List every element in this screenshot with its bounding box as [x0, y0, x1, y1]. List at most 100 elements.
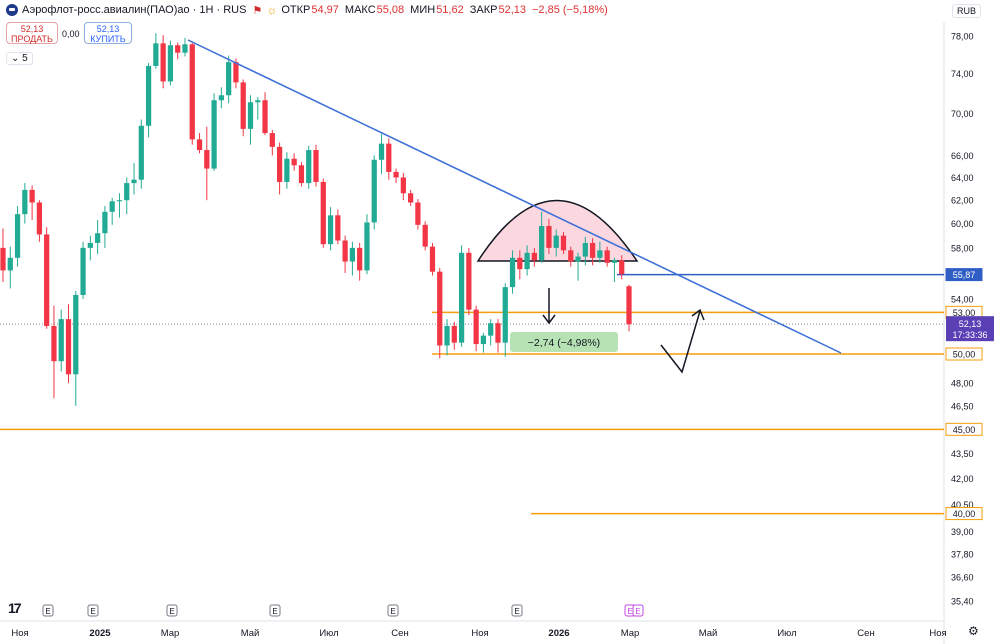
- indicators-count: 5: [22, 53, 28, 64]
- candle-body: [226, 62, 232, 96]
- y-tick-label: 78,00: [951, 32, 974, 42]
- candle: [429, 242, 436, 276]
- y-tick-label: 46,50: [951, 401, 974, 411]
- candle: [36, 200, 43, 242]
- candle: [568, 246, 574, 267]
- candle: [102, 205, 108, 248]
- event-marker[interactable]: E: [269, 604, 281, 617]
- candle-body: [364, 222, 370, 271]
- x-tick-label: Ноя: [471, 628, 488, 639]
- candle-body: [167, 45, 174, 82]
- candle: [298, 161, 305, 187]
- candle-body: [604, 250, 610, 263]
- time-axis[interactable]: Ноя 2025 Мар Май Июл Сен Ноя 2026 Мар Май Июл Сен Но…: [11, 628, 946, 639]
- candle: [371, 155, 377, 230]
- candle-body: [116, 200, 123, 202]
- candle-body: [29, 189, 35, 203]
- candle: [247, 95, 254, 145]
- candle-body: [626, 286, 632, 325]
- candle-body: [102, 211, 108, 234]
- candle: [619, 255, 625, 280]
- buy-button[interactable]: 52,13 КУПИТЬ: [84, 22, 132, 44]
- candle-body: [495, 323, 501, 343]
- open-label: ОТКР: [281, 4, 311, 16]
- x-tick-label: 2025: [89, 628, 111, 639]
- candle: [458, 245, 465, 347]
- event-marker-box: [269, 604, 281, 617]
- countdown-timer: 17:33:36: [952, 330, 987, 340]
- event-marker[interactable]: E: [511, 604, 523, 617]
- candle: [276, 142, 283, 195]
- candle-body: [204, 150, 210, 169]
- close-value: 52,13: [498, 4, 526, 16]
- tradingview-logo-icon[interactable]: 17: [8, 600, 22, 616]
- candle: [131, 163, 137, 195]
- candle: [488, 319, 494, 346]
- rounding-top-arc[interactable]: [476, 199, 639, 262]
- symbol-title[interactable]: Аэрофлот-росс.авиалин(ПАО)ао · 1Н · RUS: [22, 4, 247, 16]
- y-tick-label: 43,50: [951, 449, 974, 459]
- measure-box[interactable]: [510, 332, 618, 352]
- event-marker[interactable]: E: [387, 604, 399, 617]
- candle-body: [14, 214, 21, 258]
- candle: [29, 185, 35, 221]
- indicators-toggle[interactable]: ⌄ 5: [6, 52, 33, 65]
- y-tick-label: 60,00: [951, 219, 974, 229]
- candle: [109, 197, 115, 225]
- candle: [327, 207, 334, 251]
- candle-body: [87, 242, 93, 248]
- currency-selector[interactable]: RUB: [952, 4, 982, 18]
- spread-value: 0,00: [62, 29, 80, 39]
- candle: [44, 227, 50, 329]
- candle-body: [488, 323, 494, 336]
- flag-icon[interactable]: ⚑: [252, 4, 263, 17]
- open-value: 54,97: [311, 4, 339, 16]
- candle: [335, 209, 341, 245]
- horizontal-levels[interactable]: [0, 273, 944, 515]
- candle: [138, 119, 144, 189]
- x-tick-label: Июл: [319, 628, 338, 639]
- candle-body: [553, 235, 559, 248]
- event-marker-label: E: [45, 607, 50, 616]
- buy-label: КУПИТЬ: [90, 34, 126, 44]
- event-marker[interactable]: E: [42, 604, 54, 617]
- candle: [509, 250, 516, 294]
- level-tag-label: 55,87: [953, 270, 976, 280]
- event-marker[interactable]: E: [87, 604, 99, 617]
- candle: [80, 241, 86, 299]
- candle: [175, 42, 181, 60]
- gear-icon[interactable]: ⚙: [968, 624, 979, 638]
- candle-body: [451, 325, 457, 343]
- change-value: −2,85 (−5,18%): [531, 4, 608, 16]
- event-marker[interactable]: E: [166, 604, 178, 617]
- candle: [196, 133, 203, 154]
- candle-body: [247, 102, 254, 129]
- low-label: МИН: [410, 4, 436, 16]
- candle: [306, 145, 312, 189]
- price-axis[interactable]: 78,00 74,00 70,00 66,00 64,00 62,00 60,00 58,00…: [951, 32, 974, 607]
- sell-button[interactable]: 52,13 ПРОДАТЬ: [6, 22, 58, 44]
- candle-body: [597, 250, 603, 258]
- down-arrow[interactable]: [542, 288, 556, 325]
- candle: [524, 245, 530, 276]
- candle-body: [160, 43, 166, 82]
- candle: [357, 242, 363, 281]
- candle-body: [276, 146, 283, 182]
- event-marker-box: [632, 604, 644, 617]
- price-axis-level-tags: 55,87 53,00 50,00 45,00 40,00: [945, 268, 983, 521]
- y-tick-label: 42,00: [951, 474, 974, 484]
- high-value: 55,08: [376, 4, 405, 16]
- candle: [58, 309, 64, 372]
- candle-body: [524, 252, 530, 270]
- y-tick-label: 35,40: [951, 596, 974, 606]
- candle: [87, 235, 93, 261]
- trendline[interactable]: [187, 39, 842, 354]
- event-marker[interactable]: E: [632, 604, 644, 617]
- candle: [0, 228, 6, 282]
- forecast-path-arrow[interactable]: [660, 308, 705, 374]
- candle-body: [7, 257, 13, 271]
- candle-body: [196, 139, 203, 151]
- y-tick-label: 48,00: [951, 379, 974, 389]
